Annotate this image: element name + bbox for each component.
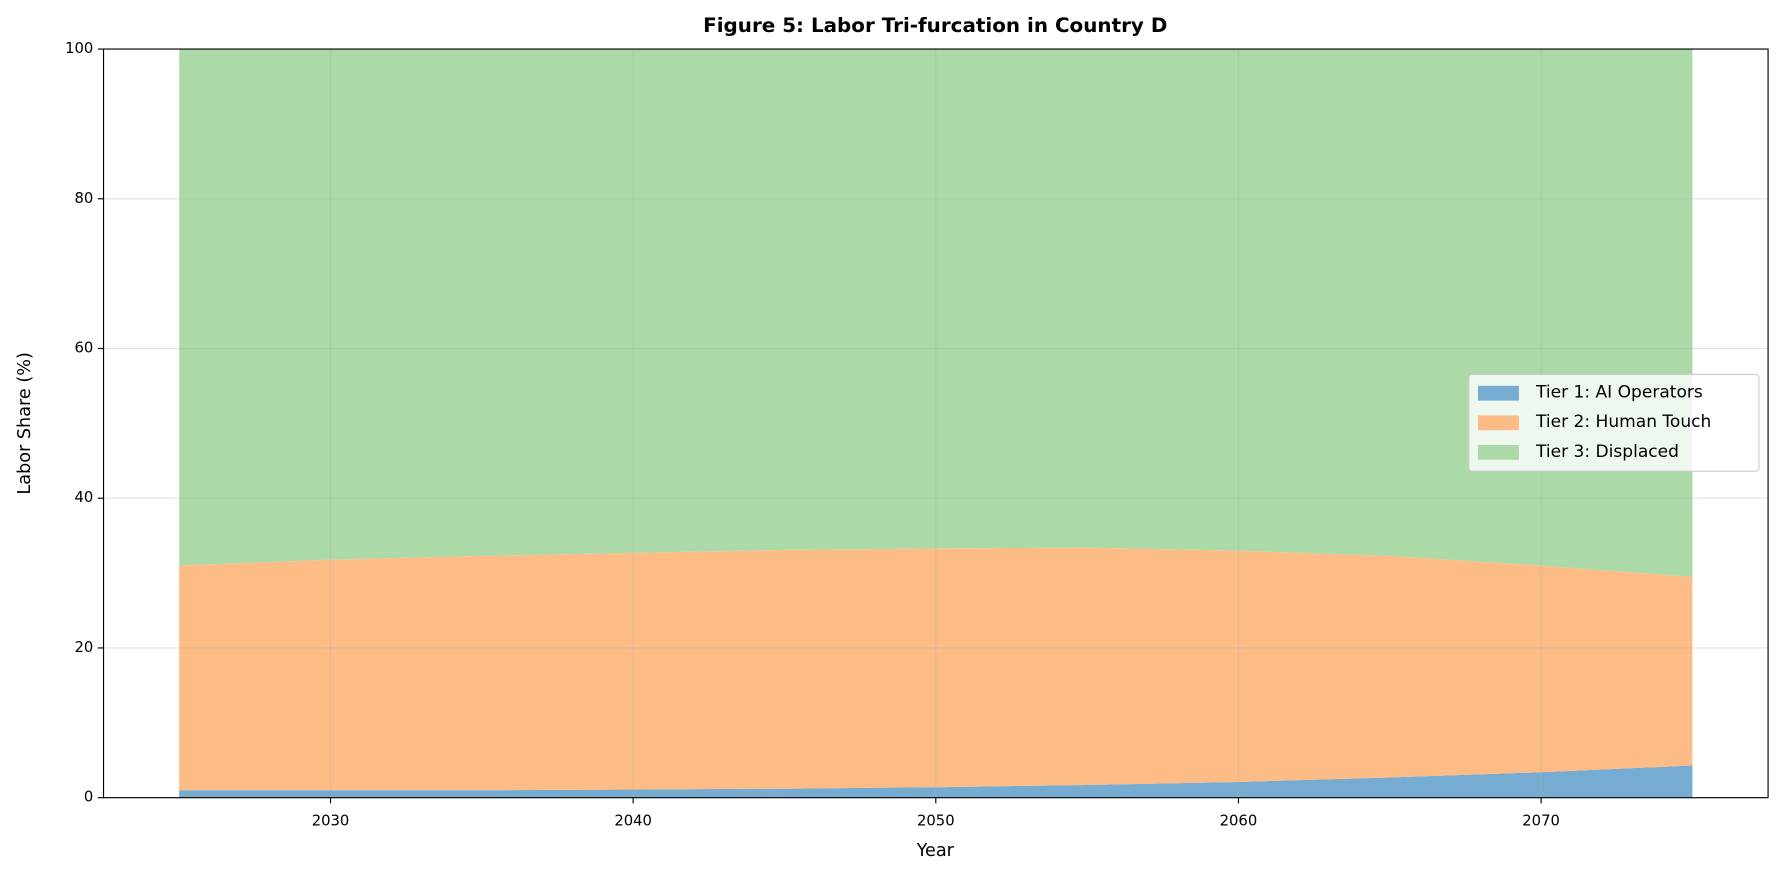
- plot-frame: [102, 48, 1769, 799]
- y-tick-label: 0: [84, 789, 93, 806]
- y-tick-label: 40: [74, 489, 93, 506]
- x-tick-label: 2050: [917, 813, 955, 830]
- legend-label: Tier 1: AI Operators: [1535, 383, 1703, 403]
- x-tick-label: 2060: [1220, 813, 1258, 830]
- legend-swatch: [1477, 385, 1519, 401]
- x-tick-label: 2040: [614, 813, 652, 830]
- y-tick-label: 20: [74, 639, 93, 656]
- y-axis-label: Labor Share (%): [15, 352, 35, 494]
- y-tick-label: 100: [65, 40, 93, 57]
- area: [179, 765, 1693, 798]
- y-tick-label: 60: [74, 340, 93, 357]
- legend-label: Tier 2: Human Touch: [1535, 412, 1711, 432]
- legend-swatch: [1477, 415, 1519, 431]
- area: [179, 547, 1693, 791]
- chart-title: Figure 5: Labor Tri-furcation in Country…: [703, 14, 1167, 37]
- legend-label: Tier 3: Displaced: [1535, 442, 1679, 462]
- x-axis-label: Year: [916, 841, 955, 861]
- legend-swatch: [1477, 444, 1519, 460]
- area: [179, 49, 1693, 577]
- legend: Tier 1: AI Operators Tier 2: Human Touch T…: [1468, 373, 1760, 472]
- x-tick-label: 2030: [312, 813, 350, 830]
- y-tick-label: 80: [74, 190, 93, 207]
- legend-box: [1468, 373, 1760, 472]
- x-tick-label: 2070: [1522, 813, 1560, 830]
